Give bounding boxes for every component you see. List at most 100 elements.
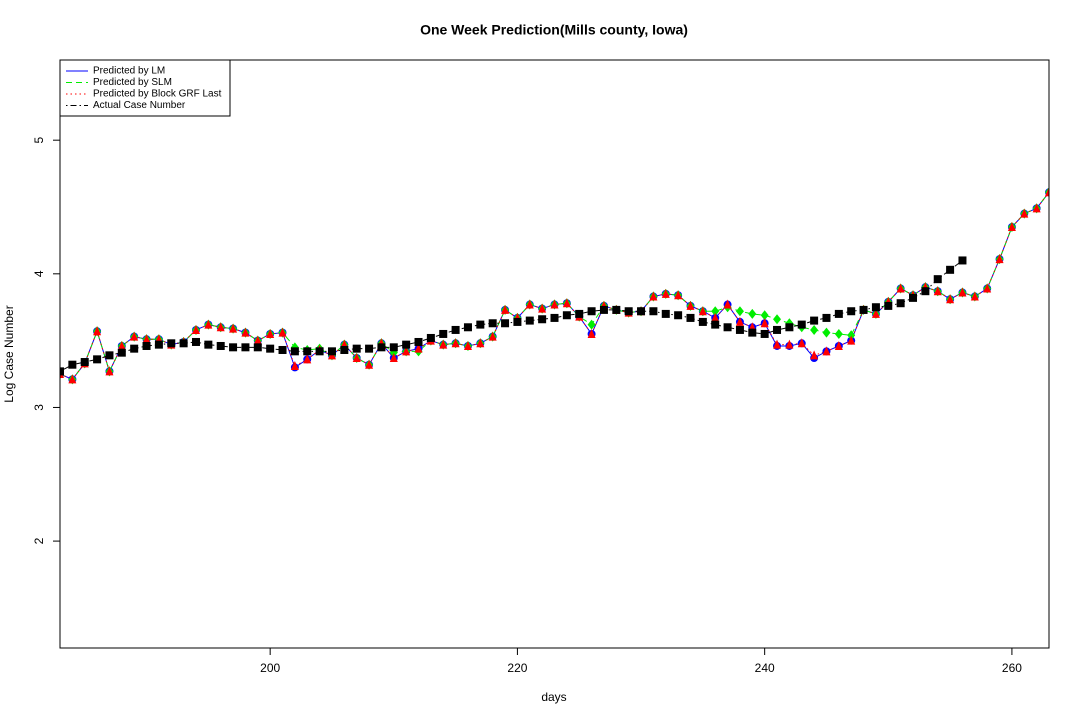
data-point xyxy=(80,358,89,367)
data-point xyxy=(773,339,782,349)
data-point xyxy=(93,326,102,336)
data-point xyxy=(760,329,769,338)
data-point xyxy=(463,340,472,350)
data-point xyxy=(686,300,695,310)
data-point xyxy=(674,311,683,320)
data-point xyxy=(649,307,658,316)
y-tick-label: 4 xyxy=(32,270,46,277)
data-point xyxy=(822,313,831,322)
data-point xyxy=(154,340,163,349)
data-point xyxy=(760,310,769,321)
data-point xyxy=(834,328,843,339)
data-point xyxy=(377,343,386,352)
data-point xyxy=(785,323,794,332)
data-point xyxy=(773,314,782,325)
data-point xyxy=(117,340,126,350)
data-point xyxy=(958,287,967,297)
data-point xyxy=(983,283,992,293)
data-point xyxy=(661,309,670,318)
x-tick-label: 200 xyxy=(260,661,280,675)
data-point xyxy=(105,366,114,376)
data-point xyxy=(550,313,559,322)
data-point xyxy=(810,350,819,360)
data-point xyxy=(130,344,139,353)
data-point xyxy=(365,344,374,353)
data-point xyxy=(970,291,979,301)
data-point xyxy=(216,322,225,332)
data-point xyxy=(550,299,559,309)
data-point xyxy=(93,355,102,364)
data-point xyxy=(834,309,843,318)
data-point xyxy=(896,283,905,293)
data-point xyxy=(1045,187,1049,197)
data-point xyxy=(698,317,707,326)
legend-label: Predicted by SLM xyxy=(93,77,172,88)
data-point xyxy=(340,345,349,354)
data-point xyxy=(933,286,942,296)
data-point xyxy=(587,307,596,316)
data-point xyxy=(847,335,856,345)
data-point xyxy=(191,324,200,334)
data-point xyxy=(797,320,806,329)
data-point xyxy=(241,343,250,352)
data-point xyxy=(60,367,64,376)
data-point xyxy=(167,339,176,348)
data-point xyxy=(587,328,596,338)
data-point xyxy=(463,323,472,332)
plot-area xyxy=(60,187,1049,385)
data-point xyxy=(439,329,448,338)
data-point xyxy=(414,343,423,353)
data-point xyxy=(723,323,732,332)
data-point xyxy=(241,327,250,337)
data-point xyxy=(871,308,880,318)
data-point xyxy=(748,308,757,319)
data-point xyxy=(488,331,497,341)
data-point xyxy=(810,316,819,325)
data-point xyxy=(921,287,930,296)
data-point xyxy=(661,288,670,298)
data-point xyxy=(426,333,435,342)
data-point xyxy=(735,325,744,334)
data-point xyxy=(216,341,225,350)
data-point xyxy=(352,353,361,363)
data-point xyxy=(365,359,374,369)
data-point xyxy=(191,337,200,346)
data-point xyxy=(68,360,77,369)
data-point xyxy=(896,299,905,308)
data-point xyxy=(303,354,312,364)
data-point xyxy=(253,343,262,352)
data-point xyxy=(253,335,262,345)
data-point xyxy=(414,337,423,346)
data-point xyxy=(958,256,967,265)
data-point xyxy=(389,343,398,352)
data-point xyxy=(822,346,831,356)
data-point xyxy=(402,346,411,356)
data-point xyxy=(290,361,299,371)
data-point xyxy=(698,306,707,316)
data-point xyxy=(686,313,695,322)
data-point xyxy=(538,315,547,324)
data-point xyxy=(290,347,299,356)
data-point xyxy=(946,265,955,274)
data-point xyxy=(847,330,856,341)
data-point xyxy=(130,331,139,341)
data-point xyxy=(748,328,757,337)
data-point xyxy=(822,327,831,338)
data-point xyxy=(723,299,732,309)
data-point xyxy=(179,339,188,348)
data-point xyxy=(785,339,794,349)
data-point xyxy=(303,347,312,356)
data-point xyxy=(525,316,534,325)
data-point xyxy=(884,301,893,310)
legend-box xyxy=(59,59,231,117)
data-point xyxy=(266,344,275,353)
data-point xyxy=(859,305,868,314)
data-point xyxy=(637,307,646,316)
data-point xyxy=(266,328,275,338)
data-point xyxy=(773,325,782,334)
data-point xyxy=(599,305,608,314)
data-point xyxy=(142,341,151,350)
data-point xyxy=(278,345,287,354)
